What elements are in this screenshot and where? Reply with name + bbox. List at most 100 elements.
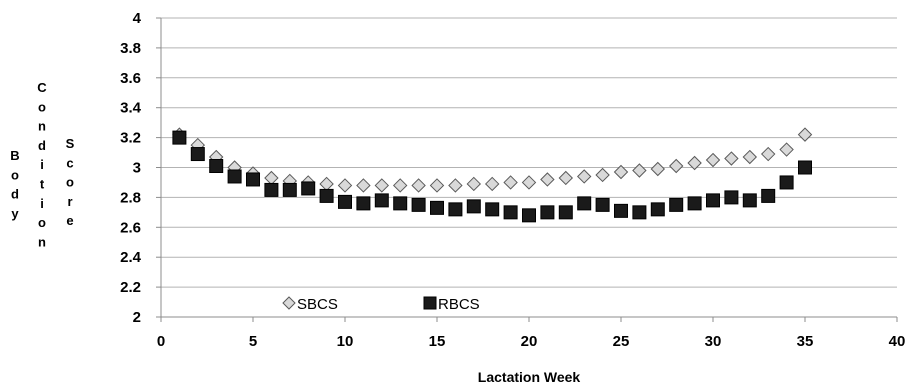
- sbcs-point-32: [742, 149, 758, 165]
- y-title-letter-2-0: S: [66, 136, 75, 151]
- rbcs-point-9: [319, 188, 334, 203]
- sbcs-point-19: [503, 175, 518, 190]
- rbcs-point-6: [264, 182, 279, 197]
- rbcs-point-4: [227, 169, 242, 184]
- sbcs-point-18: [484, 176, 500, 192]
- gridlines: [161, 17, 897, 318]
- y-title-letter-1-5: t: [40, 177, 45, 192]
- rbcs-point-28: [669, 197, 684, 212]
- y-tick-label-1: 2.2: [120, 279, 141, 296]
- y-title-letter-1-2: n: [38, 119, 46, 134]
- legend-sbcs-diamond-icon: [282, 296, 296, 310]
- rbcs-point-5: [246, 172, 260, 187]
- axes: [156, 17, 898, 322]
- sbcs-point-9: [319, 176, 334, 192]
- x-tick-label-5: 25: [613, 333, 630, 350]
- y-title-letter-2-1: c: [66, 155, 73, 170]
- sbcs-point-28: [668, 158, 684, 174]
- rbcs-point-27: [650, 202, 665, 217]
- sbcs-point-30: [705, 152, 721, 168]
- sbcs-point-17: [466, 176, 482, 192]
- y-tick-label-8: 3.6: [120, 70, 141, 87]
- data-points: [172, 127, 813, 223]
- rbcs-point-34: [779, 175, 794, 190]
- y-tick-label-10: 4: [133, 10, 142, 27]
- x-tick-label-6: 30: [705, 333, 722, 350]
- y-tick-label-5: 3: [133, 160, 141, 177]
- y-tick-label-4: 2.8: [120, 189, 141, 206]
- rbcs-point-25: [614, 203, 628, 218]
- y-title-letter-2-2: o: [66, 175, 74, 190]
- sbcs-point-6: [264, 170, 279, 186]
- rbcs-point-1: [172, 130, 187, 145]
- sbcs-point-12: [374, 178, 390, 193]
- sbcs-point-11: [356, 178, 371, 193]
- rbcs-point-26: [632, 205, 647, 220]
- x-tick-label-0: 0: [157, 333, 165, 350]
- legend-rbcs-square-icon: [423, 296, 437, 310]
- legend-label-rbcs: RBCS: [438, 296, 480, 313]
- rbcs-point-24: [595, 197, 610, 212]
- rbcs-point-3: [209, 159, 224, 174]
- y-title-letter-2-3: r: [67, 194, 72, 209]
- x-tick-label-7: 35: [797, 333, 814, 350]
- sbcs-point-22: [558, 170, 574, 186]
- rbcs-point-19: [503, 205, 518, 220]
- y-tick-label-3: 2.6: [120, 219, 141, 236]
- sbcs-point-29: [687, 155, 702, 171]
- rbcs-point-2: [190, 147, 205, 162]
- rbcs-point-14: [411, 197, 426, 212]
- rbcs-point-31: [724, 190, 739, 205]
- rbcs-point-11: [356, 196, 371, 211]
- y-title-letter-1-8: n: [38, 234, 46, 249]
- x-tick-label-8: 40: [889, 333, 906, 350]
- y-title-letter-1-0: C: [37, 80, 47, 95]
- sbcs-point-16: [448, 178, 463, 193]
- rbcs-point-30: [706, 193, 720, 208]
- y-tick-label-0: 2: [133, 309, 141, 326]
- rbcs-point-22: [558, 205, 573, 220]
- sbcs-point-10: [337, 178, 353, 193]
- rbcs-point-21: [540, 205, 555, 220]
- y-title-letter-1-3: d: [38, 138, 46, 153]
- y-tick-label-2: 2.4: [120, 249, 142, 266]
- legend: SBCS RBCS: [282, 296, 480, 313]
- rbcs-point-18: [485, 202, 500, 217]
- rbcs-point-16: [448, 202, 463, 217]
- y-title-letter-1-6: i: [40, 196, 44, 211]
- rbcs-point-7: [282, 182, 297, 197]
- sbcs-point-20: [521, 175, 537, 190]
- rbcs-point-29: [687, 196, 702, 211]
- sbcs-point-21: [540, 172, 555, 187]
- y-tick-labels: 2 2.2 2.4 2.6 2.8 3 3.2 3.4 3.6 3.8 4: [120, 10, 142, 326]
- rbcs-point-32: [742, 193, 757, 208]
- y-title-letter-1-4: i: [40, 157, 44, 172]
- y-title-letter-0-1: o: [11, 167, 19, 182]
- rbcs-point-20: [522, 208, 536, 223]
- rbcs-point-13: [393, 196, 408, 211]
- sbcs-point-35: [797, 127, 813, 142]
- legend-label-sbcs: SBCS: [297, 296, 338, 313]
- y-tick-label-7: 3.4: [120, 100, 142, 117]
- sbcs-point-33: [760, 146, 776, 162]
- y-title-letter-0-2: d: [11, 187, 19, 202]
- sbcs-point-24: [595, 167, 610, 183]
- y-tick-label-6: 3.2: [120, 130, 141, 147]
- y-title-letter-0-3: y: [11, 206, 19, 221]
- y-title-letter-1-7: o: [38, 215, 46, 230]
- y-title-letter-1-1: o: [38, 99, 46, 114]
- rbcs-point-12: [374, 193, 389, 208]
- sbcs-point-14: [411, 178, 426, 193]
- sbcs-point-27: [650, 161, 666, 177]
- sbcs-point-31: [724, 151, 739, 166]
- x-tick-label-1: 5: [249, 333, 257, 350]
- sbcs-point-15: [429, 178, 445, 193]
- x-tick-label-3: 15: [429, 333, 446, 350]
- x-tick-label-2: 10: [337, 333, 354, 350]
- sbcs-point-26: [632, 163, 647, 178]
- y-title-letter-0-0: B: [10, 148, 19, 163]
- rbcs-point-23: [577, 196, 592, 211]
- x-tick-label-4: 20: [521, 333, 538, 350]
